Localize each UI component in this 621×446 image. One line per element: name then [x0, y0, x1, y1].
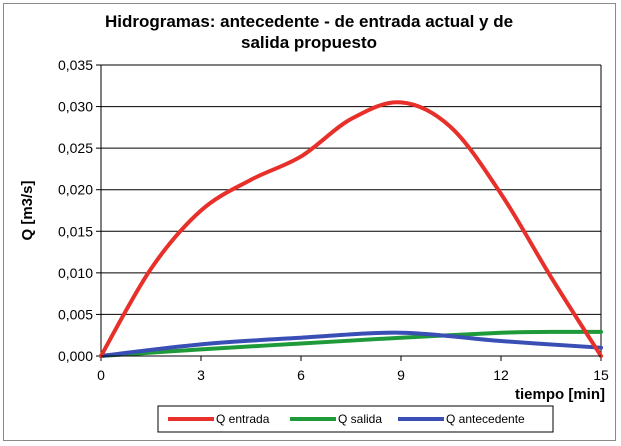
y-tick-label: 0,035 — [58, 57, 93, 73]
x-tick-label: 6 — [297, 367, 305, 383]
legend-label: Q antecedente — [446, 412, 525, 426]
chart-title-line: salida propuesto — [241, 33, 377, 52]
x-tick-label: 12 — [493, 367, 509, 383]
y-tick-label: 0,000 — [58, 348, 93, 364]
y-tick-label: 0,015 — [58, 223, 93, 239]
x-tick-label: 3 — [197, 367, 205, 383]
x-axis-label: tiempo [min] — [515, 386, 605, 403]
chart-frame: Hidrogramas: antecedente - de entrada ac… — [3, 3, 616, 441]
y-tick-label: 0,030 — [58, 99, 93, 115]
y-axis-label: Q [m3/s] — [19, 180, 36, 240]
legend-label: Q salida — [338, 412, 382, 426]
y-tick-label: 0,020 — [58, 182, 93, 198]
x-tick-label: 9 — [397, 367, 405, 383]
y-tick-label: 0,010 — [58, 265, 93, 281]
y-tick-label: 0,005 — [58, 306, 93, 322]
chart: Hidrogramas: antecedente - de entrada ac… — [19, 12, 609, 433]
legend-label: Q entrada — [216, 412, 270, 426]
legend-box — [157, 405, 554, 433]
x-tick-label: 15 — [593, 367, 609, 383]
x-tick-label: 0 — [97, 367, 105, 383]
series-line-q-antecedente — [99, 330, 603, 358]
series-line-q-entrada — [99, 100, 603, 358]
chart-title-line: Hidrogramas: antecedente - de entrada ac… — [105, 12, 513, 31]
y-tick-label: 0,025 — [58, 140, 93, 156]
series-line-q-salida — [99, 329, 603, 358]
